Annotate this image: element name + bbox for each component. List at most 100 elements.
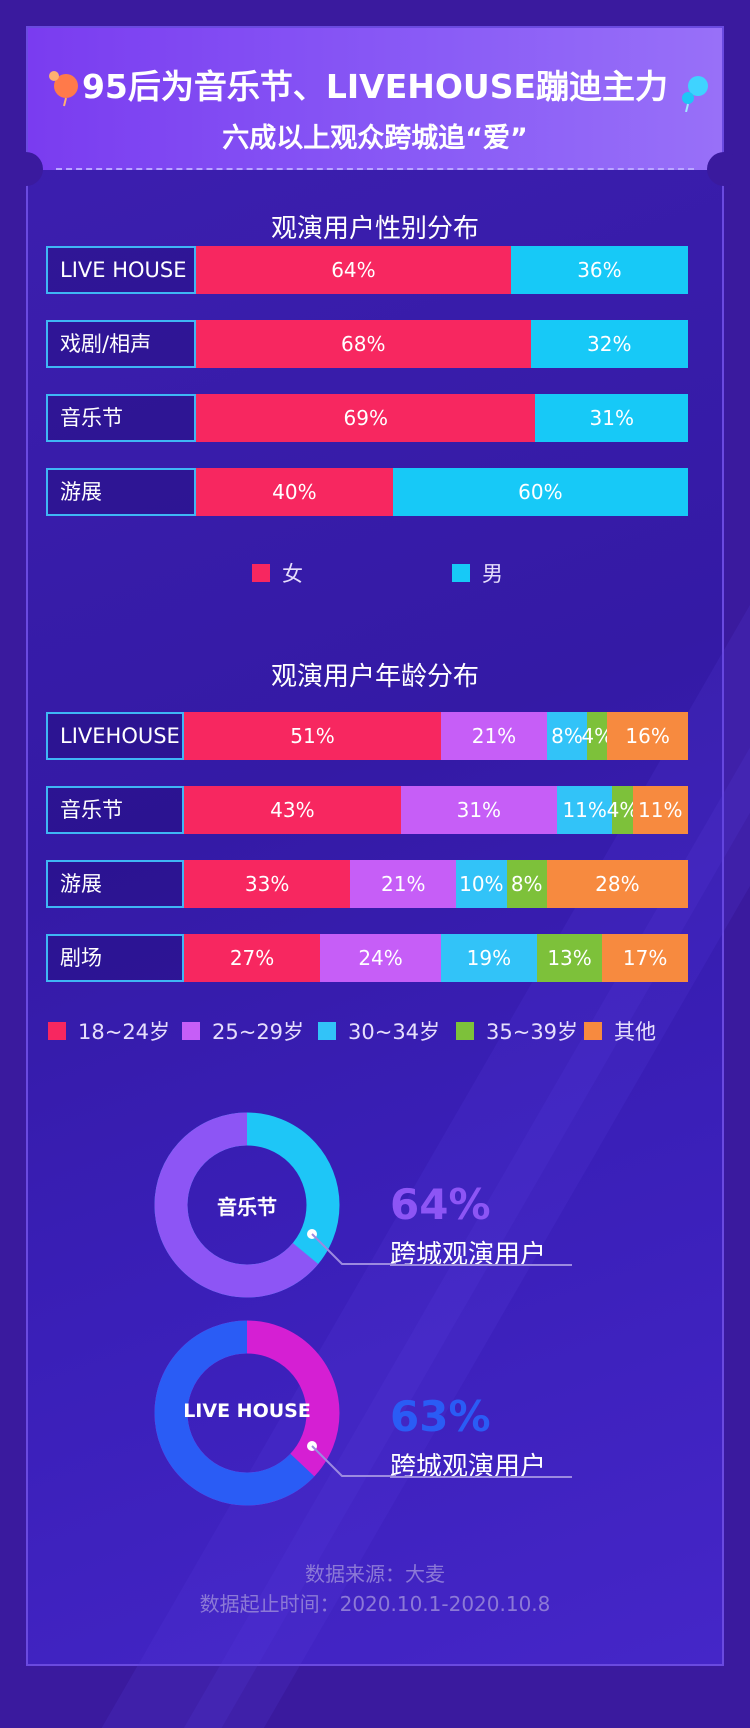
bar-segment: 32% bbox=[530, 320, 688, 368]
data-label: 28% bbox=[595, 872, 640, 896]
balloon-icon bbox=[682, 76, 708, 112]
data-period: 数据起止时间：2020.10.1-2020.10.8 bbox=[199, 1592, 551, 1616]
legend-label: 35~39岁 bbox=[486, 1020, 579, 1044]
bar-segment: 21% bbox=[441, 712, 547, 760]
bar-segment: 64% bbox=[196, 246, 511, 294]
bar-segment: 27% bbox=[184, 934, 321, 982]
data-label: 43% bbox=[270, 798, 315, 822]
page-title: 95后为音乐节、LIVEHOUSE蹦迪主力 bbox=[81, 67, 669, 106]
bar-segment: 21% bbox=[350, 860, 457, 908]
data-label: 68% bbox=[341, 332, 386, 356]
data-label: 11% bbox=[638, 798, 683, 822]
stacked-bar: 40% 60% bbox=[196, 468, 688, 516]
data-label: 21% bbox=[471, 724, 517, 748]
bar-segment: 4% bbox=[581, 712, 613, 760]
connector-line bbox=[307, 1229, 396, 1265]
ticket-notch-right bbox=[707, 152, 741, 186]
caption-underline bbox=[390, 1476, 572, 1478]
donut-value-arc bbox=[154, 1320, 340, 1506]
donut-chart-livehouse bbox=[154, 1320, 340, 1506]
data-label: 11% bbox=[562, 798, 607, 822]
bar-segment: 4% bbox=[607, 786, 638, 834]
gender-chart-title: 观演用户性别分布 bbox=[270, 214, 479, 244]
legend-swatch bbox=[182, 1022, 200, 1040]
stacked-bar: 69% 31% bbox=[196, 394, 688, 442]
legend-item: 25~29岁 bbox=[182, 1016, 304, 1046]
data-label: 51% bbox=[290, 724, 335, 748]
bar-segment: 8% bbox=[506, 860, 547, 908]
legend-swatch bbox=[318, 1022, 336, 1040]
legend-swatch bbox=[48, 1022, 66, 1040]
legend-swatch bbox=[456, 1022, 474, 1040]
data-label: 19% bbox=[466, 946, 512, 970]
balloon-icon bbox=[49, 71, 78, 107]
bar-segment: 11% bbox=[556, 786, 613, 834]
bar-segment: 36% bbox=[510, 246, 688, 294]
bar-segment: 68% bbox=[196, 320, 531, 368]
donut-value-arc bbox=[154, 1112, 340, 1298]
category-label: LIVE HOUSE bbox=[46, 246, 196, 294]
legend-item: 30~34岁 bbox=[318, 1016, 440, 1046]
legend-item: 其他 bbox=[584, 1016, 656, 1046]
legend-item-male: 男 bbox=[452, 558, 503, 588]
category-label: 音乐节 bbox=[46, 394, 196, 442]
caption-underline bbox=[390, 1264, 572, 1266]
legend-label: 30~34岁 bbox=[348, 1020, 441, 1044]
bar-segment: 31% bbox=[535, 394, 688, 442]
data-label: 33% bbox=[244, 872, 290, 896]
category-label: 戏剧/相声 bbox=[46, 320, 196, 368]
legend-label: 女 bbox=[282, 562, 303, 586]
bar-segment: 8% bbox=[546, 712, 588, 760]
data-label: 31% bbox=[456, 798, 502, 822]
bar-segment: 10% bbox=[456, 860, 507, 908]
legend-swatch bbox=[252, 564, 270, 582]
bar-segment: 19% bbox=[441, 934, 537, 982]
category-label: LIVEHOUSE bbox=[46, 712, 184, 760]
data-label: 69% bbox=[343, 406, 388, 430]
stacked-bar: 64% 36% bbox=[196, 246, 688, 294]
legend-item: 35~39岁 bbox=[456, 1016, 578, 1046]
stacked-bar: 27% 24% 19% 13% 17% bbox=[184, 934, 688, 982]
donut-center-label: 音乐节 bbox=[217, 1195, 277, 1219]
connector-line bbox=[307, 1441, 396, 1477]
data-label: 8% bbox=[510, 872, 543, 896]
legend-label: 25~29岁 bbox=[212, 1020, 305, 1044]
stacked-bar: 68% 32% bbox=[196, 320, 688, 368]
data-label: 17% bbox=[622, 946, 668, 970]
data-label: 60% bbox=[518, 480, 563, 504]
data-label: 27% bbox=[229, 946, 275, 970]
bar-segment: 40% bbox=[196, 468, 393, 516]
ticket-notch-left bbox=[9, 152, 43, 186]
donut-chart-music-festival bbox=[154, 1112, 340, 1298]
stacked-bar: 43% 31% 11% 4% 11% bbox=[184, 786, 688, 834]
bar-segment: 60% bbox=[392, 468, 688, 516]
stacked-bar: 51% 21% 8% 4% 16% bbox=[184, 712, 688, 760]
data-label: 64% bbox=[331, 258, 376, 282]
bar-segment: 43% bbox=[184, 786, 401, 834]
legend-label: 男 bbox=[482, 562, 503, 586]
category-label: 音乐节 bbox=[46, 786, 184, 834]
data-label: 32% bbox=[587, 332, 632, 356]
data-label: 36% bbox=[577, 258, 622, 282]
data-label: 40% bbox=[272, 480, 317, 504]
header-banner: 95后为音乐节、LIVEHOUSE蹦迪主力 六成以上观众跨城追“爱” bbox=[28, 28, 722, 170]
bar-segment: 11% bbox=[632, 786, 688, 834]
bar-segment: 13% bbox=[536, 934, 603, 982]
donut-center-label: LIVE HOUSE bbox=[183, 1400, 311, 1422]
legend-item: 18~24岁 bbox=[48, 1016, 170, 1046]
legend-swatch bbox=[452, 564, 470, 582]
data-label: 13% bbox=[547, 946, 592, 970]
data-source: 数据来源：大麦 bbox=[305, 1562, 445, 1586]
data-label: 31% bbox=[589, 406, 634, 430]
age-chart-title: 观演用户年龄分布 bbox=[270, 662, 479, 692]
bar-segment: 28% bbox=[546, 860, 688, 908]
legend-label: 其他 bbox=[614, 1020, 656, 1044]
page-subtitle: 六成以上观众跨城追“爱” bbox=[222, 123, 528, 154]
data-label: 24% bbox=[358, 946, 403, 970]
category-label: 游展 bbox=[46, 860, 184, 908]
bar-segment: 17% bbox=[602, 934, 688, 982]
category-label: 剧场 bbox=[46, 934, 184, 982]
stacked-bar: 33% 21% 10% 8% 28% bbox=[184, 860, 688, 908]
donut-value-label: 63% bbox=[390, 1392, 491, 1441]
legend-swatch bbox=[584, 1022, 602, 1040]
